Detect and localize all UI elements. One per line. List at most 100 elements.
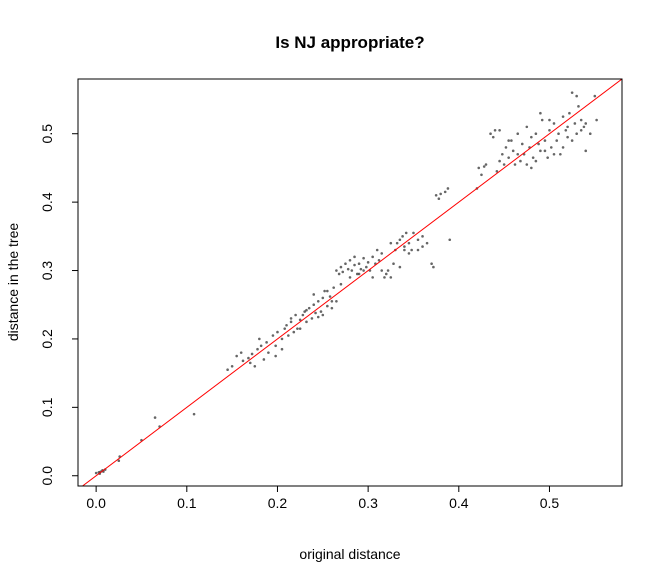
data-point: [346, 267, 350, 271]
data-point: [416, 248, 420, 252]
data-point: [516, 132, 520, 136]
data-point: [298, 327, 302, 330]
data-point: [584, 122, 588, 125]
data-point: [335, 269, 338, 272]
data-point: [239, 351, 243, 354]
data-point: [404, 231, 408, 235]
data-point: [477, 166, 481, 170]
reference-line: [81, 79, 622, 486]
data-point: [366, 261, 370, 264]
data-point: [307, 306, 311, 310]
data-point: [339, 282, 343, 286]
data-point: [504, 146, 508, 149]
data-point: [330, 306, 334, 310]
data-point: [507, 139, 510, 142]
data-point: [280, 347, 284, 351]
data-point: [593, 94, 597, 98]
data-point: [226, 368, 229, 372]
data-point: [323, 289, 326, 293]
data-point: [375, 248, 379, 252]
data-point: [359, 267, 363, 271]
data-point: [253, 364, 257, 368]
data-point: [421, 245, 424, 248]
data-point: [386, 269, 390, 272]
data-point: [230, 364, 234, 368]
data-point: [539, 149, 542, 153]
data-point: [247, 356, 250, 360]
data-point: [531, 156, 535, 159]
x-tick-label: 0.4: [449, 495, 469, 511]
data-point: [377, 258, 381, 262]
data-point: [448, 238, 452, 242]
data-point: [380, 269, 384, 272]
data-point: [341, 270, 345, 274]
data-point: [555, 139, 559, 142]
data-point: [384, 272, 388, 276]
data-point: [362, 269, 365, 272]
data-point: [584, 149, 588, 153]
data-point: [502, 163, 506, 166]
data-point: [513, 163, 517, 166]
data-point: [312, 303, 316, 307]
data-point: [570, 91, 574, 94]
data-point: [280, 337, 284, 341]
data-point: [410, 248, 413, 252]
data-point: [511, 149, 515, 153]
y-tick-label: 0.5: [39, 124, 55, 144]
y-tick-label: 0.1: [39, 397, 55, 417]
data-point: [248, 361, 252, 365]
data-point: [421, 235, 424, 238]
y-tick-label: 0.4: [39, 192, 55, 212]
x-tick-label: 0.3: [358, 495, 378, 511]
data-point: [337, 272, 341, 276]
data-point: [437, 197, 441, 201]
data-point: [520, 142, 524, 146]
data-point: [348, 276, 352, 279]
data-point: [235, 354, 238, 358]
data-point: [566, 135, 569, 139]
data-point: [289, 320, 293, 324]
data-point: [525, 125, 529, 129]
data-point: [289, 317, 293, 320]
data-point: [480, 173, 483, 177]
data-point: [577, 105, 580, 108]
data-point: [540, 118, 544, 122]
data-point: [305, 320, 308, 324]
data-point: [443, 190, 447, 194]
plot-frame: [77, 78, 623, 487]
data-point: [353, 255, 356, 259]
data-point: [265, 341, 268, 344]
data-point: [507, 156, 510, 159]
data-point: [267, 351, 270, 354]
data-point: [489, 132, 492, 136]
data-point: [548, 118, 551, 122]
data-point: [292, 330, 296, 334]
data-point: [559, 152, 562, 156]
data-point: [94, 471, 98, 475]
data-point: [543, 139, 547, 142]
data-point: [582, 125, 586, 129]
data-point: [495, 170, 499, 173]
data-points: [94, 91, 598, 475]
data-point: [321, 313, 325, 317]
data-point: [296, 327, 299, 330]
data-point: [301, 313, 305, 317]
data-point: [362, 256, 365, 260]
data-point: [283, 327, 287, 330]
data-point: [557, 132, 560, 136]
data-point: [335, 300, 338, 303]
data-point: [519, 159, 522, 163]
data-point: [294, 313, 297, 317]
data-point: [258, 337, 261, 341]
data-point: [482, 165, 486, 168]
data-point: [430, 262, 433, 265]
data-point: [241, 359, 245, 363]
data-point: [549, 146, 553, 149]
data-point: [310, 317, 314, 320]
data-point: [537, 142, 540, 146]
data-point: [355, 272, 359, 276]
y-tick-label: 0.0: [39, 466, 55, 486]
data-point: [316, 300, 320, 303]
data-point: [568, 111, 571, 115]
data-point: [262, 358, 266, 361]
